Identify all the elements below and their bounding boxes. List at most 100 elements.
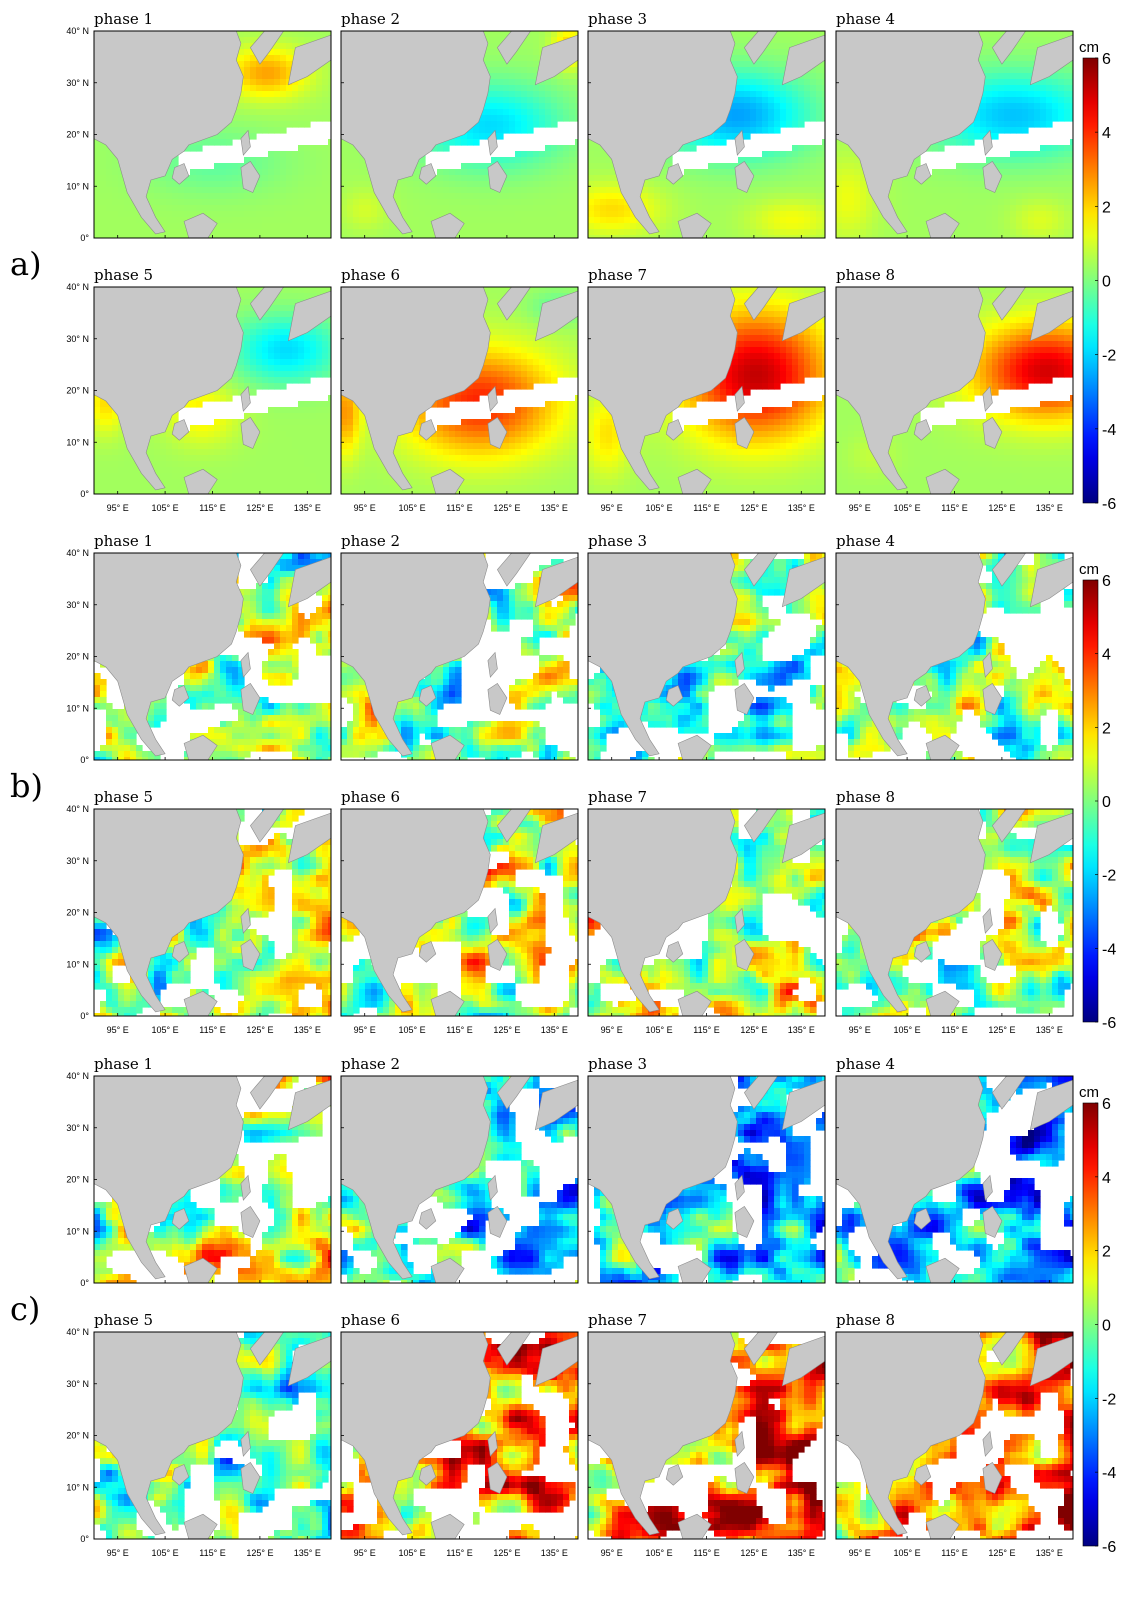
lon-tick-label: 105° E	[152, 503, 179, 513]
lat-tick-label: 20° N	[66, 130, 89, 140]
colorbar-tick-label: -4	[1102, 941, 1116, 958]
colorbar-tick-label: -6	[1102, 1015, 1116, 1032]
lon-tick-label: 125° E	[493, 1548, 520, 1558]
lon-tick-label: 115° E	[941, 503, 967, 513]
lon-tick-label: 115° E	[941, 1548, 967, 1558]
lat-tick-label: 40° N	[66, 548, 89, 558]
lat-tick-label: 40° N	[66, 1327, 89, 1337]
lon-tick-label: 125° E	[246, 1548, 273, 1558]
panel-title: phase 4	[836, 532, 895, 550]
lon-tick-label: 135° E	[294, 503, 321, 513]
lat-tick-label: 10° N	[66, 703, 89, 713]
panel-title: phase 8	[836, 266, 895, 284]
lon-tick-label: 135° E	[788, 503, 815, 513]
lon-tick-label: 95° E	[354, 1025, 376, 1035]
colorbar-tick-label: -6	[1102, 496, 1116, 513]
lat-tick-label: 30° N	[66, 1123, 89, 1133]
lon-tick-label: 95° E	[849, 503, 871, 513]
lat-tick-label: 0°	[80, 1011, 89, 1021]
lat-tick-label: 10° N	[66, 181, 89, 191]
panel-title: phase 1	[94, 1055, 153, 1073]
group-label: c)	[10, 1290, 40, 1328]
lon-tick-label: 105° E	[152, 1548, 179, 1558]
panel-title: phase 5	[94, 1311, 153, 1329]
panel-title: phase 7	[588, 266, 647, 284]
lon-tick-label: 95° E	[601, 503, 623, 513]
panel-a-phase-1: 40° N30° N20° N10° N0°phase 1	[66, 10, 334, 243]
panel-title: phase 6	[341, 788, 400, 806]
panel-title: phase 2	[341, 1055, 400, 1073]
lon-tick-label: 135° E	[541, 1548, 568, 1558]
panel-title: phase 4	[836, 1055, 895, 1073]
panel-title: phase 5	[94, 788, 153, 806]
lon-tick-label: 135° E	[788, 1025, 815, 1035]
lat-tick-label: 20° N	[66, 652, 89, 662]
colorbar-tick-label: 0	[1102, 794, 1111, 811]
panel-a-phase-4: phase 4	[836, 10, 1077, 242]
panel-title: phase 8	[836, 1311, 895, 1329]
lat-tick-label: 10° N	[66, 437, 89, 447]
group-label: b)	[10, 767, 43, 805]
lon-tick-label: 115° E	[199, 503, 225, 513]
colorbar-tick-label: 6	[1102, 573, 1111, 590]
panel-c-phase-3: phase 3	[588, 1055, 829, 1287]
lat-tick-label: 0°	[80, 1534, 89, 1544]
lon-tick-label: 125° E	[988, 1025, 1015, 1035]
panel-title: phase 3	[588, 10, 647, 28]
colorbar-tick-label: 0	[1102, 1318, 1111, 1335]
lat-tick-label: 40° N	[66, 282, 89, 292]
panel-a-phase-3: phase 3	[588, 10, 829, 242]
panel-b-phase-3: phase 3	[588, 532, 829, 764]
lon-tick-label: 135° E	[541, 1025, 568, 1035]
lat-tick-label: 20° N	[66, 908, 89, 918]
lon-tick-label: 105° E	[894, 1548, 921, 1558]
panel-title: phase 4	[836, 10, 895, 28]
panel-b-phase-2: phase 2	[341, 532, 582, 764]
lon-tick-label: 105° E	[646, 503, 673, 513]
lon-tick-label: 135° E	[294, 1548, 321, 1558]
colorbar-tick-label: -2	[1102, 348, 1116, 365]
lon-tick-label: 105° E	[152, 1025, 179, 1035]
lon-tick-label: 105° E	[399, 1025, 426, 1035]
lat-tick-label: 10° N	[66, 959, 89, 969]
lon-tick-label: 115° E	[199, 1548, 225, 1558]
lat-tick-label: 10° N	[66, 1482, 89, 1492]
panel-a-phase-2: phase 2	[341, 10, 582, 242]
lon-tick-label: 105° E	[894, 503, 921, 513]
panel-title: phase 3	[588, 532, 647, 550]
lon-tick-label: 115° E	[446, 1025, 472, 1035]
lon-tick-label: 125° E	[246, 503, 273, 513]
lat-tick-label: 30° N	[66, 600, 89, 610]
lon-tick-label: 105° E	[399, 1548, 426, 1558]
lat-tick-label: 30° N	[66, 1379, 89, 1389]
lon-tick-label: 95° E	[107, 1548, 129, 1558]
panel-title: phase 7	[588, 1311, 647, 1329]
lon-tick-label: 135° E	[1036, 1025, 1063, 1035]
lon-tick-label: 95° E	[849, 1548, 871, 1558]
lat-tick-label: 0°	[80, 1278, 89, 1288]
lat-tick-label: 20° N	[66, 1175, 89, 1185]
lon-tick-label: 125° E	[988, 1548, 1015, 1558]
colorbar-tick-label: -6	[1102, 1539, 1116, 1556]
lon-tick-label: 115° E	[941, 1025, 967, 1035]
panel-c-phase-4: phase 4	[836, 1055, 1077, 1287]
panel-title: phase 2	[341, 532, 400, 550]
colorbar-tick-label: 4	[1102, 125, 1111, 142]
lat-tick-label: 30° N	[66, 856, 89, 866]
lat-tick-label: 20° N	[66, 1431, 89, 1441]
panel-c-phase-5: 40° N 30° N 20° N 10° N 0° 95° E 105° E 115° E 1…	[66, 1311, 334, 1558]
lat-tick-label: 40° N	[66, 1071, 89, 1081]
colorbar-tick-label: 4	[1102, 647, 1111, 664]
lon-tick-label: 125° E	[740, 1548, 767, 1558]
lon-tick-label: 125° E	[740, 503, 767, 513]
colorbar-unit: cm	[1079, 561, 1099, 578]
